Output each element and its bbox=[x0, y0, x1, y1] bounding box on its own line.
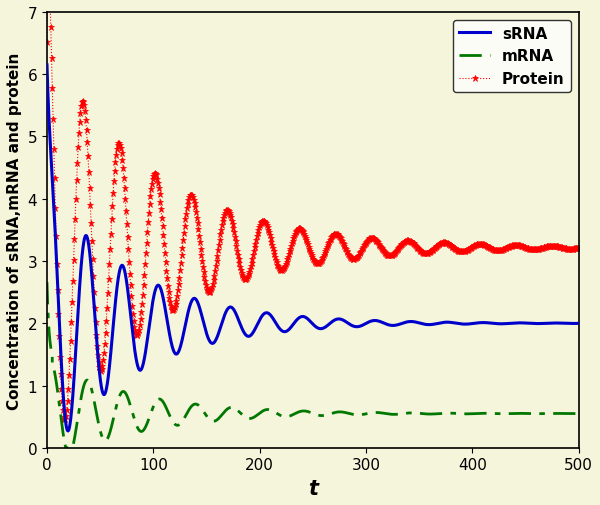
Protein bbox=[175, 282, 182, 288]
Protein bbox=[43, 40, 50, 46]
mRNA bbox=[437, 411, 445, 417]
mRNA bbox=[466, 411, 473, 417]
sRNA bbox=[437, 320, 445, 326]
X-axis label: t: t bbox=[308, 478, 318, 498]
mRNA bbox=[575, 411, 582, 417]
Protein bbox=[213, 259, 220, 265]
mRNA bbox=[70, 439, 77, 445]
mRNA bbox=[358, 412, 365, 418]
sRNA bbox=[381, 321, 388, 327]
Protein bbox=[524, 245, 531, 251]
Line: Protein: Protein bbox=[44, 0, 582, 423]
Protein bbox=[195, 227, 202, 233]
mRNA bbox=[43, 280, 50, 286]
sRNA bbox=[43, 63, 50, 69]
Protein bbox=[575, 245, 582, 251]
Legend: sRNA, mRNA, Protein: sRNA, mRNA, Protein bbox=[453, 21, 571, 93]
Line: sRNA: sRNA bbox=[47, 66, 578, 431]
Protein bbox=[394, 247, 401, 253]
sRNA bbox=[358, 323, 365, 329]
sRNA bbox=[236, 320, 243, 326]
sRNA bbox=[64, 428, 71, 434]
sRNA bbox=[70, 379, 77, 385]
mRNA bbox=[62, 445, 70, 451]
Y-axis label: Concentration of sRNA,mRNA and protein: Concentration of sRNA,mRNA and protein bbox=[7, 52, 22, 409]
Protein bbox=[458, 249, 466, 255]
Line: mRNA: mRNA bbox=[47, 283, 578, 448]
mRNA bbox=[236, 409, 243, 415]
mRNA bbox=[381, 411, 388, 417]
sRNA bbox=[575, 321, 582, 327]
Protein bbox=[61, 417, 68, 423]
sRNA bbox=[466, 321, 473, 327]
